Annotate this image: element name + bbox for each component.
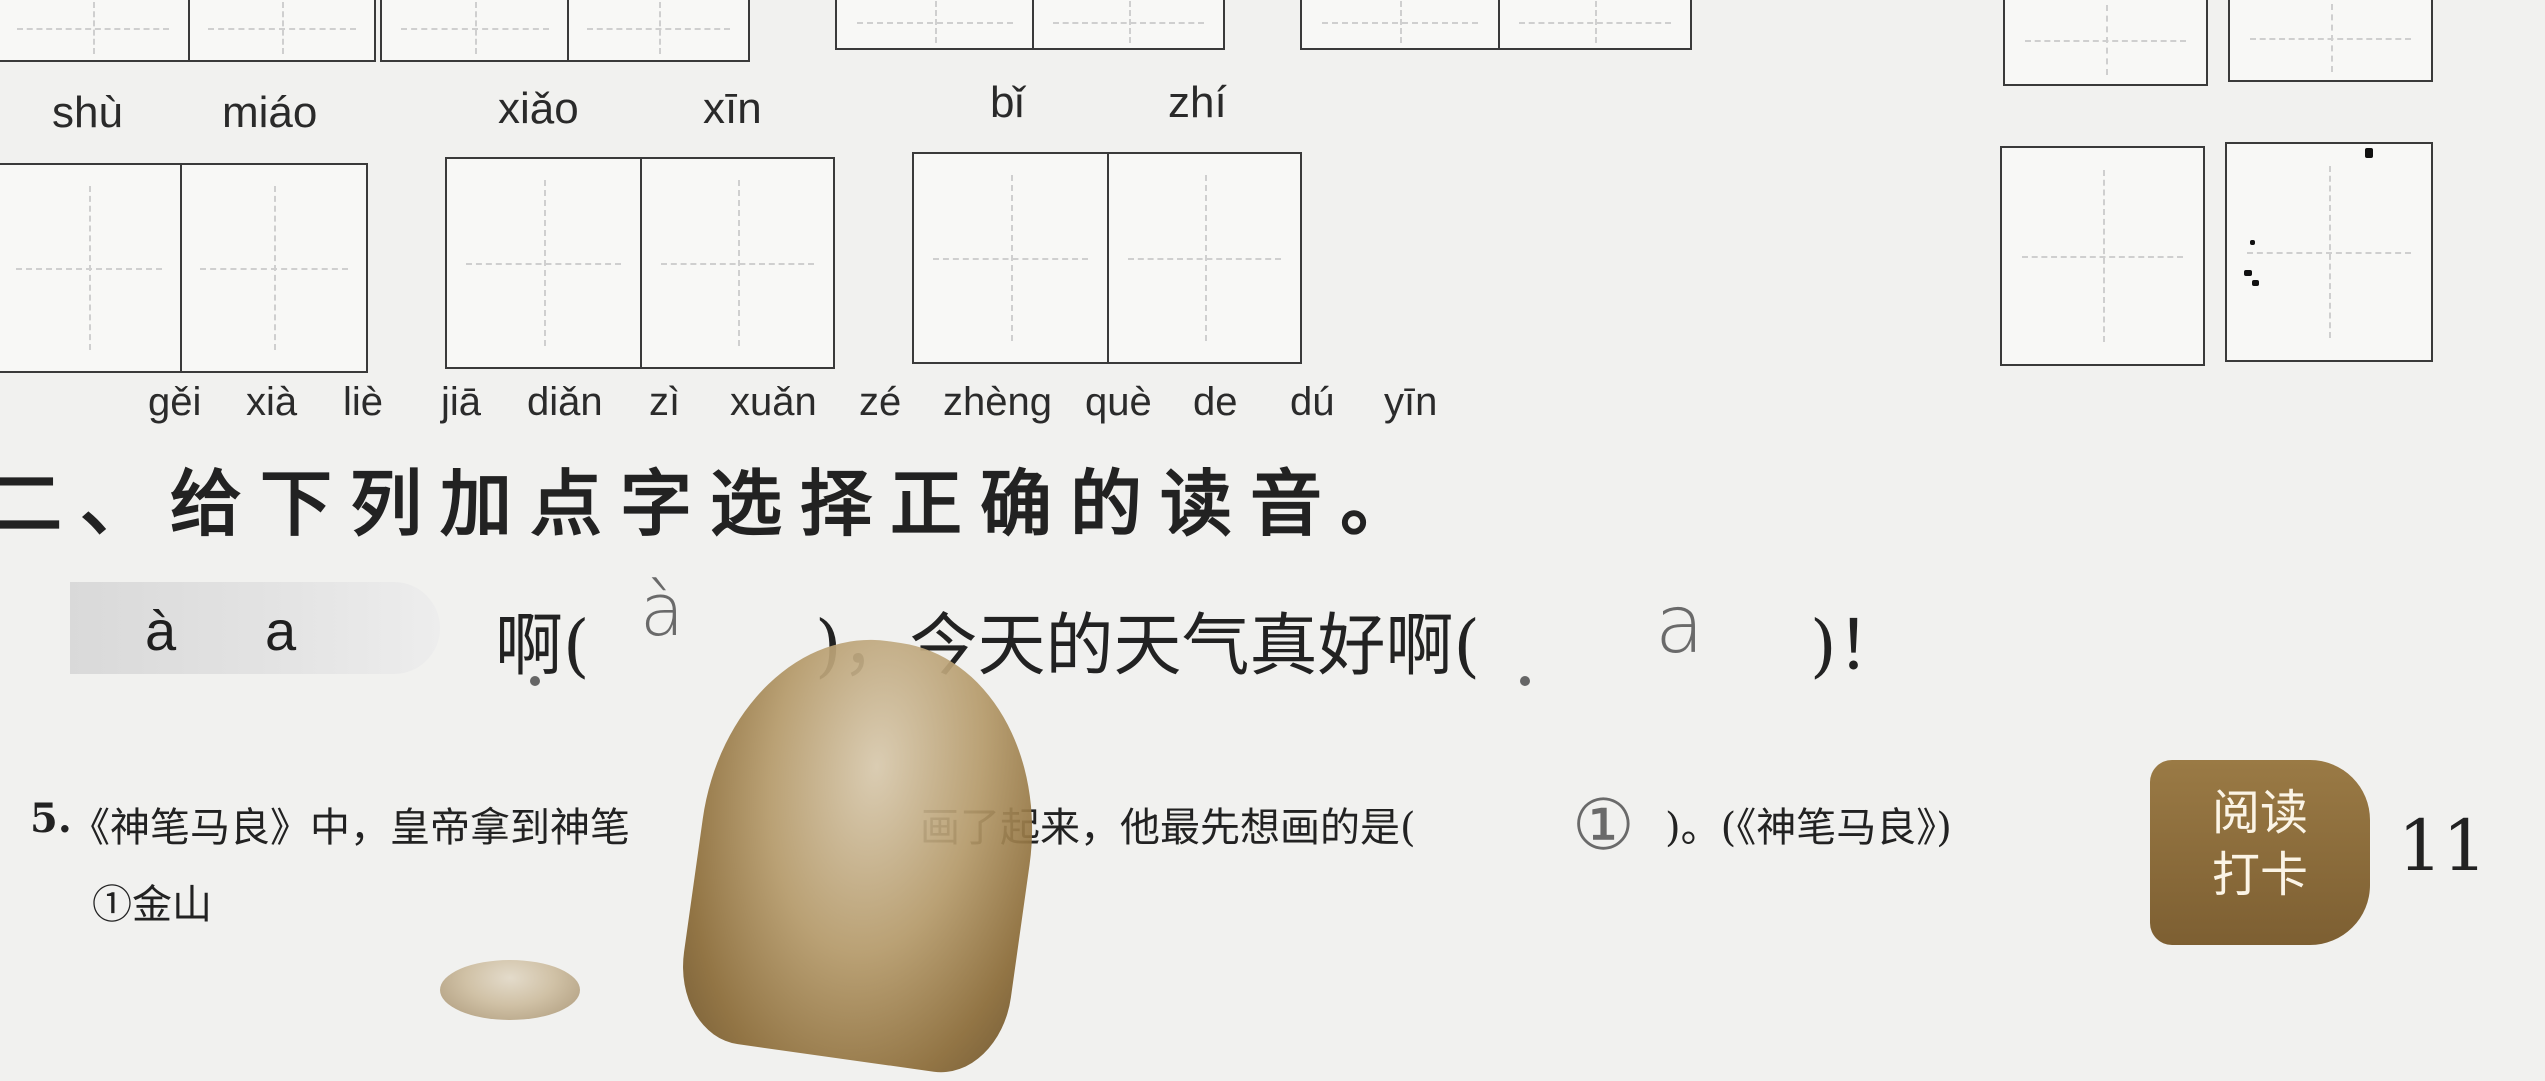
thumb-occlusion-shadow — [440, 960, 580, 1020]
q5-option-1: ①金山 — [92, 882, 212, 928]
ink-speck — [2244, 270, 2252, 276]
pinyin-dian: diǎn — [527, 380, 603, 424]
top-box-4 — [1300, 0, 1692, 50]
sentence-part1: 啊( — [495, 607, 590, 686]
badge-line-2: 打卡 — [2211, 847, 2308, 903]
ink-speck — [2250, 240, 2255, 245]
badge-line-1: 阅读 — [2211, 785, 2308, 841]
pinyin-xin: xīn — [703, 84, 762, 133]
writing-box-bizhi[interactable] — [912, 152, 1302, 364]
pinyin-ze: zé — [859, 380, 902, 424]
writing-box-xiaoxin[interactable] — [445, 157, 835, 369]
q5-text-end: )。(《神笔马良》) — [1665, 805, 1952, 851]
pinyin-que: què — [1085, 380, 1152, 424]
emphasis-dot — [530, 676, 540, 686]
pinyin-de: de — [1193, 380, 1238, 424]
writing-box-right-2[interactable] — [2225, 142, 2433, 362]
option-a-grave: à — [145, 599, 177, 662]
top-box-6 — [2228, 0, 2433, 82]
ink-speck — [2365, 148, 2373, 158]
answer-1[interactable]: à — [640, 568, 685, 652]
page-number: 11 — [2398, 805, 2488, 887]
pinyin-zi: zì — [649, 380, 681, 424]
pinyin-xiao: xiǎo — [498, 84, 579, 133]
emphasis-dot — [1520, 676, 1530, 686]
section-heading: 二、给下列加点字选择正确的读音。 — [0, 462, 1431, 546]
top-box-2 — [380, 0, 750, 62]
top-box-3 — [835, 0, 1225, 50]
q5-text-before: 《神笔马良》中，皇帝拿到神笔 — [70, 805, 630, 851]
pinyin-du: dú — [1290, 380, 1335, 424]
pinyin-zheng: zhèng — [943, 380, 1052, 424]
writing-box-shumiao[interactable] — [0, 163, 368, 373]
writing-box-right-1[interactable] — [2000, 146, 2205, 366]
pinyin-lie: liè — [343, 380, 384, 424]
pinyin-miao: miáo — [222, 88, 318, 137]
pinyin-xia: xià — [246, 380, 298, 424]
pinyin-bi: bǐ — [990, 78, 1025, 127]
top-box-5 — [2003, 0, 2208, 86]
q5-answer[interactable]: ① — [1572, 784, 1635, 866]
reading-checkin-badge[interactable]: 阅读 打卡 — [2150, 760, 2370, 945]
pinyin-gei: gěi — [148, 380, 202, 424]
answer-2[interactable]: a — [1655, 578, 1705, 671]
pinyin-jia: jiā — [441, 380, 482, 424]
options-pill — [70, 582, 440, 674]
pinyin-yin: yīn — [1384, 380, 1438, 424]
top-box-1 — [0, 0, 376, 62]
sentence-part3: )！ — [1810, 607, 1905, 686]
option-a-neutral: a — [265, 599, 297, 662]
q5-number: 5. — [30, 795, 72, 842]
pinyin-zhi: zhí — [1168, 78, 1227, 127]
pinyin-shu: shù — [52, 88, 123, 137]
pinyin-xuan: xuǎn — [730, 380, 817, 424]
ink-speck — [2252, 280, 2259, 286]
